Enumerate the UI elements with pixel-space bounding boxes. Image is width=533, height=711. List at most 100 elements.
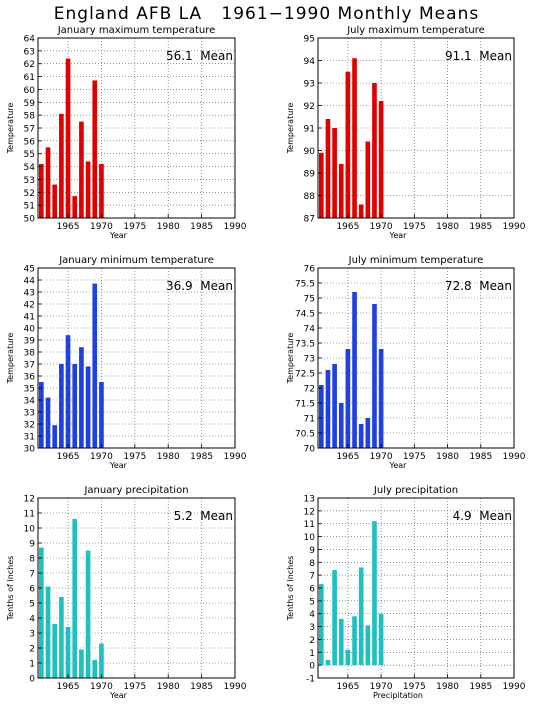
y-tick-label: 90 [304,147,316,157]
bar [45,586,51,678]
y-tick-label: 45 [24,265,35,275]
y-tick-label: 38 [24,349,36,359]
x-tick-label: 1970 [370,222,393,232]
x-axis-label: Year [109,231,128,240]
y-tick-label: 12 [304,507,315,517]
y-axis-label: Temperature [286,103,295,155]
x-tick-label: 1980 [157,682,180,692]
y-tick-label: 89 [304,170,316,180]
y-axis-label: Temperature [286,333,295,385]
y-tick-label: 73.5 [295,340,315,350]
bar [345,71,351,218]
bar [65,627,71,678]
y-tick-label: 56 [24,137,36,147]
bar [39,164,44,218]
chart-title: July maximum temperature [346,25,485,36]
bar [99,164,104,218]
x-tick-label: 1970 [90,682,113,692]
y-tick-label: 72 [304,385,315,395]
bar [52,184,58,218]
x-tick-label: 1990 [224,682,247,692]
bar [65,335,71,448]
bar [352,58,357,218]
y-tick-label: 63 [24,47,35,57]
x-axis-label: Year [109,461,128,470]
plot-frame [37,267,236,449]
x-axis-label: Year [389,231,408,240]
x-tick-label: 1985 [190,222,213,232]
y-tick-label: 0 [29,675,35,685]
x-tick-label: 1980 [157,452,180,462]
x-tick-label: 1975 [123,452,146,462]
bar [92,660,98,678]
x-tick-label: 1970 [90,452,113,462]
bar [338,164,344,218]
bar [85,366,91,448]
y-tick-label: 37 [24,361,35,371]
chart-panel: 87 88 89 90 91 92 93 94 95 1965 1970 1975 1980 1985 19… [286,25,526,240]
plot-area [318,268,514,448]
x-tick-label: 1985 [190,452,213,462]
y-tick-label: 10 [304,533,316,543]
x-tick-label: 1965 [336,452,359,462]
bar [358,204,364,218]
chart-title: January maximum temperature [57,25,216,36]
bar [372,83,377,218]
bar [85,161,91,218]
y-tick-label: 71 [304,415,315,425]
x-tick-label: 1975 [403,222,426,232]
x-tick-label: 1965 [57,222,80,232]
y-tick-label: 11 [24,510,35,520]
x-tick-label: 1965 [336,222,359,232]
bar [352,616,357,666]
bar [338,618,344,666]
y-tick-label: 6 [309,585,315,595]
bar [372,521,377,666]
page-title: England AFB LA 1961−1990 Monthly Means [53,4,480,24]
bar [372,304,377,448]
mean-annotation: 5.2 Mean [174,509,233,523]
y-tick-label: 11 [304,520,315,530]
plot-area [318,498,514,678]
y-tick-label: 91 [304,125,315,135]
bar [72,196,78,218]
bar [65,58,71,218]
bar [365,625,371,666]
bar [72,364,78,448]
x-tick-label: 1990 [224,452,247,462]
mean-annotation: 72.8 Mean [445,279,512,293]
bar [319,385,324,448]
y-tick-label: 73 [304,355,315,365]
y-tick-label: 92 [304,102,315,112]
y-tick-label: 62 [24,60,35,70]
y-axis-label: Tenths of Inches [6,556,15,622]
y-tick-label: 74.5 [295,310,315,320]
bar [79,649,84,678]
plot-area [38,38,235,218]
x-tick-label: 1985 [469,452,492,462]
y-tick-label: 39 [24,337,36,347]
y-tick-label: 64 [24,35,36,45]
y-tick-label: 95 [304,35,315,45]
y-axis-label: Temperature [6,333,15,385]
y-tick-label: 71.5 [295,400,315,410]
chart-title: January precipitation [83,485,188,496]
x-tick-label: 1985 [469,222,492,232]
y-tick-label: 9 [29,540,35,550]
x-tick-label: 1970 [370,452,393,462]
y-tick-label: 40 [24,325,36,335]
x-tick-label: 1975 [403,682,426,692]
y-axis-label: Temperature [6,103,15,155]
y-tick-label: 93 [304,80,315,90]
y-tick-label: 2 [29,645,35,655]
bar [59,597,64,678]
y-tick-label: 7 [309,572,315,582]
mean-annotation: 91.1 Mean [445,49,512,63]
y-tick-label: 87 [304,215,315,225]
y-tick-label: 42 [24,301,35,311]
bar [358,424,364,448]
y-tick-label: 61 [24,73,35,83]
y-tick-label: 4 [309,610,315,620]
